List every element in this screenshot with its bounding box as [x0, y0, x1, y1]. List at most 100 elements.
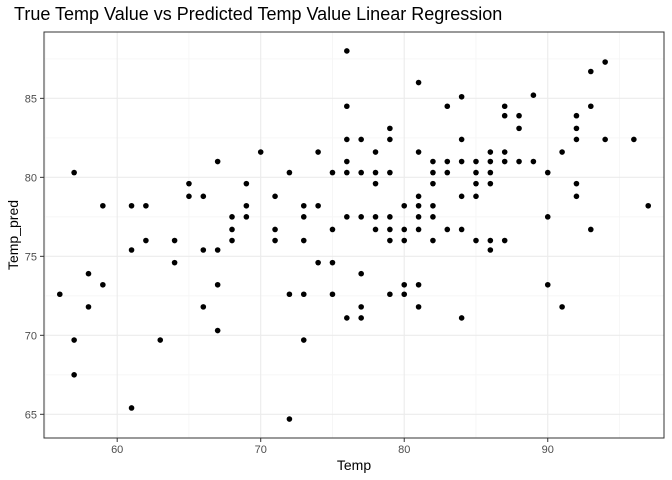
data-point — [315, 259, 321, 266]
data-point — [415, 304, 422, 310]
axes: 60 70 80 90 65 70 75 80 85 — [25, 93, 554, 456]
data-point — [128, 202, 135, 209]
data-point — [300, 214, 307, 220]
data-point — [243, 202, 250, 209]
data-point — [214, 158, 221, 165]
data-point — [85, 270, 92, 277]
data-point — [128, 247, 135, 253]
data-point — [257, 149, 264, 155]
y-tick-label: 65 — [25, 409, 37, 421]
data-point — [430, 180, 436, 187]
data-point — [430, 202, 436, 209]
y-axis-title: Temp_pred — [5, 200, 21, 270]
data-point — [401, 291, 408, 298]
data-point — [372, 226, 379, 233]
data-point — [516, 158, 522, 165]
data-point — [272, 226, 278, 233]
data-point — [415, 214, 422, 220]
data-point — [430, 158, 436, 165]
data-point — [444, 103, 451, 110]
data-point — [473, 158, 479, 165]
data-point — [430, 169, 436, 176]
data-point — [214, 247, 221, 253]
data-point — [372, 169, 379, 176]
x-tick-label: 90 — [542, 444, 554, 456]
data-point — [171, 259, 178, 266]
data-point — [358, 304, 364, 310]
y-tick-label: 70 — [25, 330, 37, 342]
data-point — [243, 180, 250, 187]
grid-lines — [44, 32, 664, 438]
data-point — [387, 169, 393, 176]
data-point — [573, 180, 580, 187]
data-point — [300, 291, 307, 298]
data-point — [186, 193, 192, 200]
data-point — [200, 247, 207, 253]
data-point — [286, 291, 293, 298]
data-point — [487, 169, 494, 176]
data-point — [501, 237, 508, 244]
x-tick-label: 60 — [111, 444, 123, 456]
data-point — [530, 92, 537, 98]
data-point — [286, 416, 293, 422]
data-point — [358, 315, 364, 321]
data-point — [71, 169, 77, 176]
data-point — [229, 237, 235, 244]
data-point — [200, 193, 207, 200]
data-point — [387, 214, 393, 220]
data-point — [544, 281, 551, 288]
x-axis-title: Temp — [337, 457, 371, 473]
data-point — [56, 291, 63, 298]
data-point — [559, 304, 565, 310]
chart-title: True Temp Value vs Predicted Temp Value … — [14, 4, 503, 24]
data-point — [344, 214, 350, 220]
data-point — [344, 136, 350, 143]
y-tick-label: 75 — [25, 251, 37, 263]
data-point — [401, 226, 408, 233]
data-point — [372, 214, 379, 220]
data-point — [214, 327, 221, 334]
data-point — [229, 226, 235, 233]
data-point — [344, 315, 350, 321]
data-point — [588, 226, 594, 233]
data-point — [344, 169, 350, 176]
data-point — [573, 125, 580, 132]
data-point — [444, 169, 451, 176]
data-point — [372, 180, 379, 187]
data-point — [300, 202, 307, 209]
data-point — [143, 202, 149, 209]
data-point — [329, 259, 336, 266]
data-point — [100, 281, 106, 288]
data-point — [329, 291, 336, 298]
data-point — [487, 158, 494, 165]
data-point — [501, 103, 508, 110]
data-point — [157, 337, 164, 343]
data-point — [458, 93, 465, 100]
data-point — [358, 136, 364, 143]
data-point — [473, 193, 479, 200]
data-point — [387, 226, 393, 233]
y-tick-label: 80 — [25, 172, 37, 184]
data-point — [300, 337, 307, 343]
data-point — [300, 237, 307, 244]
data-point — [358, 214, 364, 220]
data-points — [56, 48, 652, 422]
data-point — [473, 180, 479, 187]
data-point — [588, 103, 594, 110]
data-point — [401, 202, 408, 209]
data-point — [387, 237, 393, 244]
data-point — [458, 226, 465, 233]
data-point — [444, 226, 451, 233]
data-point — [329, 169, 336, 176]
data-point — [286, 169, 293, 176]
data-point — [229, 214, 235, 220]
data-point — [516, 125, 522, 132]
data-point — [487, 237, 494, 244]
data-point — [344, 158, 350, 165]
data-point — [243, 214, 250, 220]
data-point — [645, 202, 652, 209]
data-point — [473, 169, 479, 176]
data-point — [573, 136, 580, 143]
data-point — [214, 281, 221, 288]
